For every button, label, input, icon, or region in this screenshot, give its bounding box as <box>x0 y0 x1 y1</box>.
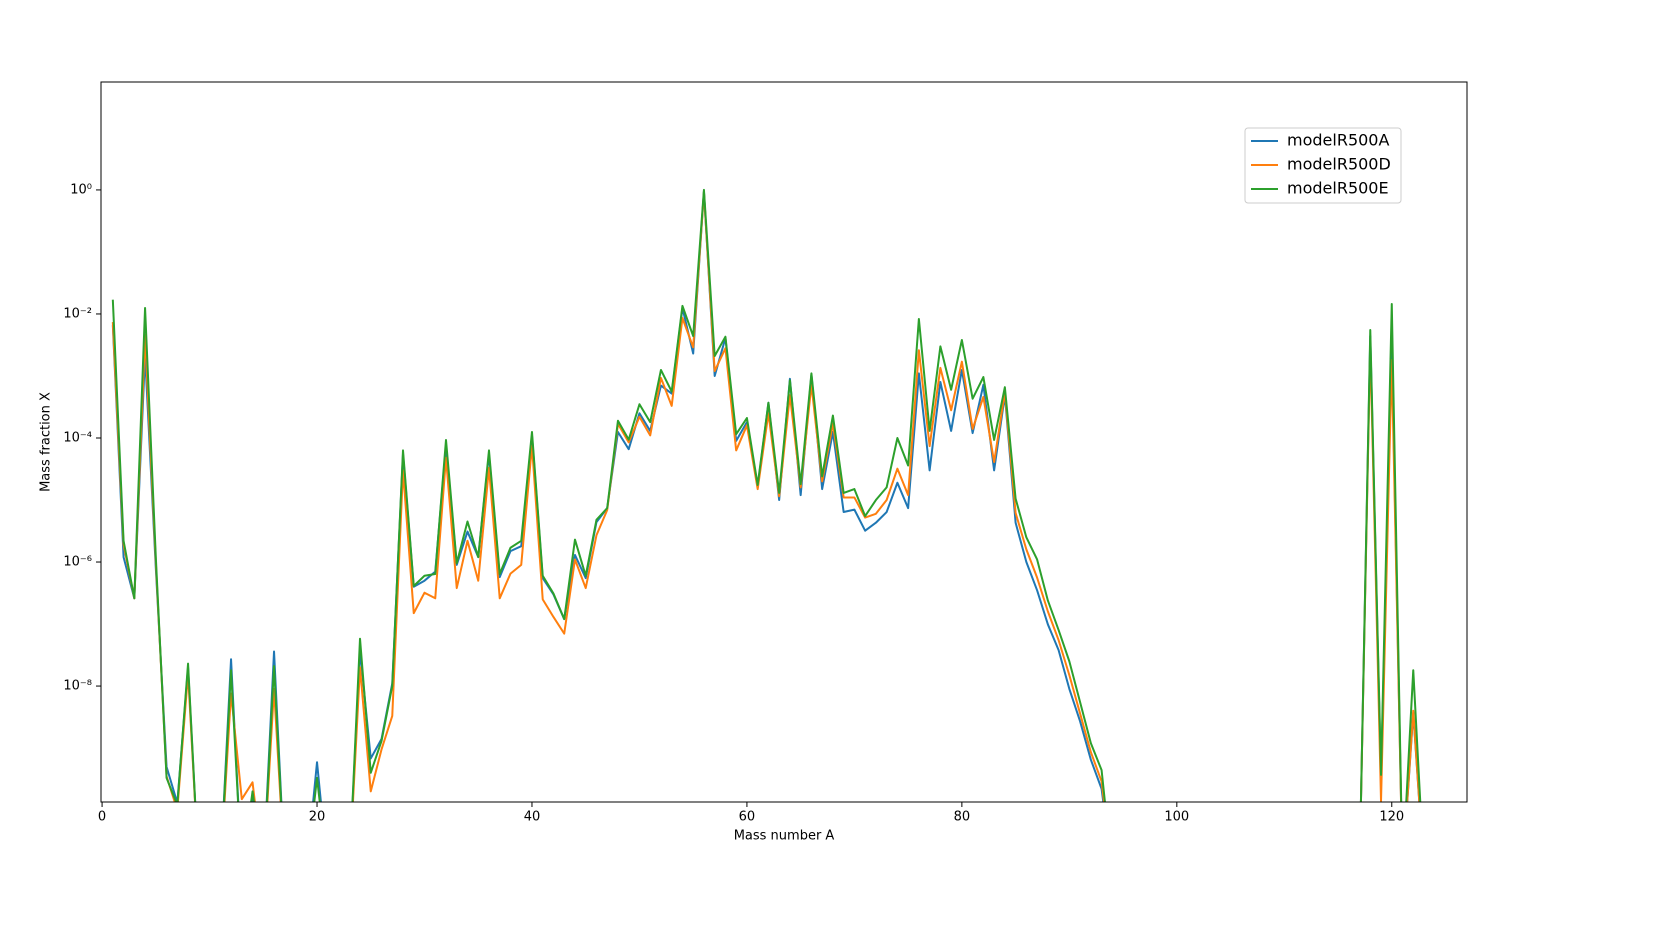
x-tick-label: 20 <box>309 810 326 825</box>
x-axis-label: Mass number A <box>734 829 835 844</box>
legend-label: modelR500D <box>1287 155 1391 174</box>
legend: modelR500A modelR500D modelR500E <box>1244 127 1402 204</box>
y-tick-label: 10⁻⁸ <box>63 679 92 694</box>
x-tick-label: 40 <box>524 810 541 825</box>
x-tick-label: 120 <box>1379 810 1404 825</box>
y-tick-label: 10⁻⁴ <box>63 430 92 445</box>
legend-label: modelR500E <box>1287 179 1389 198</box>
series-line <box>111 188 1422 802</box>
x-tick-label: 60 <box>739 810 756 825</box>
plot-area <box>111 188 1422 802</box>
legend-label: modelR500A <box>1287 131 1389 150</box>
legend-box <box>1244 127 1402 204</box>
y-tick-label: 10⁰ <box>70 182 92 197</box>
x-tick-label: 100 <box>1164 810 1189 825</box>
x-tick-label: 80 <box>954 810 971 825</box>
series-line <box>111 191 1421 802</box>
y-axis-label: Mass fraction X <box>39 392 54 492</box>
y-tick-label: 10⁻² <box>63 306 92 321</box>
axes-frame <box>100 81 1468 803</box>
y-tick-label: 10⁻⁶ <box>63 555 92 570</box>
x-tick-label: 0 <box>98 810 106 825</box>
